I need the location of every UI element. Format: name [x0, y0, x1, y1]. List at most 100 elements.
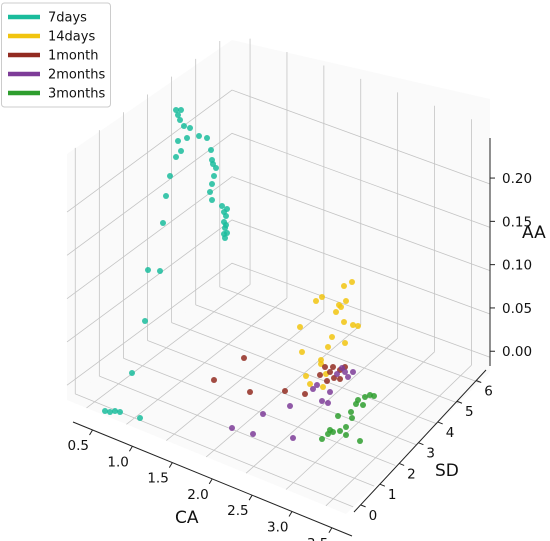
wall-grid-z — [66, 262, 491, 386]
point-14days — [329, 334, 335, 340]
point-2months — [339, 365, 345, 371]
point-7days — [204, 135, 210, 141]
floor-grid-x — [126, 297, 288, 425]
point-1month — [327, 369, 333, 375]
point-7days — [167, 173, 173, 179]
x-tick-label: 1.0 — [107, 454, 128, 470]
point-1month — [211, 377, 217, 383]
point-1month — [317, 372, 323, 378]
point-7days — [219, 203, 225, 209]
point-1month — [330, 364, 336, 370]
y-axis-line — [353, 369, 487, 513]
point-7days — [157, 268, 163, 274]
x-tick-mark — [288, 511, 293, 517]
x-tick-label: 2.5 — [227, 503, 248, 519]
floor-grid-y — [195, 304, 459, 404]
legend-frame — [1, 2, 111, 108]
legend-item-7days: 7days — [8, 11, 87, 26]
legend-label-3months: 3months — [48, 87, 105, 102]
point-2months — [350, 369, 356, 375]
y-tick-mark — [360, 504, 366, 508]
point-3months — [360, 402, 366, 408]
point-7days — [145, 267, 151, 273]
floor-grid-y — [123, 357, 396, 466]
point-7days — [175, 112, 181, 118]
point-3months — [343, 424, 349, 430]
point-7days — [107, 409, 113, 415]
point-7days — [102, 408, 108, 414]
point-2months — [287, 403, 293, 409]
legend-label-2months: 2months — [48, 68, 105, 83]
point-3months — [362, 394, 368, 400]
point-7days — [209, 197, 215, 203]
x-axis-label: CA — [175, 508, 199, 528]
legend: 7days 14days 1month 2months 3months — [1, 2, 111, 108]
z-axis-label: AA — [522, 223, 546, 243]
point-14days — [303, 373, 309, 379]
y-axis-label: SD — [435, 461, 459, 481]
point-14days — [325, 344, 331, 350]
point-2months — [290, 435, 296, 441]
point-14days — [350, 322, 356, 328]
legend-label-7days: 7days — [48, 11, 87, 26]
x-tick-mark — [168, 462, 173, 468]
point-14days — [320, 384, 326, 390]
point-7days — [178, 148, 184, 154]
y-tick-label: 3 — [426, 446, 435, 462]
x-tick-mark — [89, 429, 93, 436]
legend-label-14days: 14days — [48, 30, 95, 45]
point-7days — [177, 117, 183, 123]
point-7days — [213, 165, 219, 171]
point-14days — [341, 319, 347, 325]
y-tick-mark — [418, 442, 424, 446]
series-14days — [297, 279, 361, 390]
y-tick-label: 0 — [369, 508, 378, 524]
point-7days — [117, 409, 123, 415]
point-7days — [222, 235, 228, 241]
point-7days — [129, 370, 135, 376]
point-7days — [112, 408, 118, 414]
point-3months — [343, 432, 349, 438]
x-tick-mark — [208, 478, 213, 485]
point-3months — [353, 401, 359, 407]
point-7days — [173, 154, 179, 160]
point-7days — [173, 107, 179, 113]
point-7days — [184, 135, 190, 141]
legend-item-1month: 1month — [8, 49, 98, 64]
back-panes — [67, 40, 490, 514]
y-tick-mark — [456, 400, 463, 404]
point-2months — [229, 425, 235, 431]
x-tick-label: 0.5 — [68, 438, 89, 454]
wall-grid-z — [66, 176, 491, 299]
floor-grid-y — [99, 375, 375, 487]
point-7days — [160, 220, 166, 226]
point-7days — [223, 213, 229, 219]
point-7days — [208, 147, 214, 153]
point-14days — [336, 302, 342, 308]
x-tick-label: 3.0 — [267, 519, 288, 535]
point-2months — [325, 400, 331, 406]
point-14days — [299, 349, 305, 355]
wall-grid-z — [66, 219, 491, 343]
point-14days — [307, 381, 313, 387]
point-2months — [327, 389, 333, 395]
point-3months — [335, 413, 341, 419]
y-tick-label: 1 — [388, 487, 397, 503]
point-1month — [324, 378, 330, 384]
floor-grid-x — [166, 311, 325, 441]
x-tick-mark — [328, 527, 333, 534]
point-1month — [302, 391, 308, 397]
point-14days — [343, 298, 349, 304]
point-7days — [175, 138, 181, 144]
point-7days — [178, 107, 184, 113]
z-tick-label: 0.10 — [502, 258, 532, 274]
x-tick-label: 2.0 — [187, 487, 208, 503]
point-7days — [181, 123, 187, 129]
point-3months — [337, 428, 343, 434]
x-axis-line — [72, 421, 353, 537]
grid-lines — [66, 38, 491, 508]
point-2months — [260, 411, 266, 417]
axes — [72, 138, 491, 537]
